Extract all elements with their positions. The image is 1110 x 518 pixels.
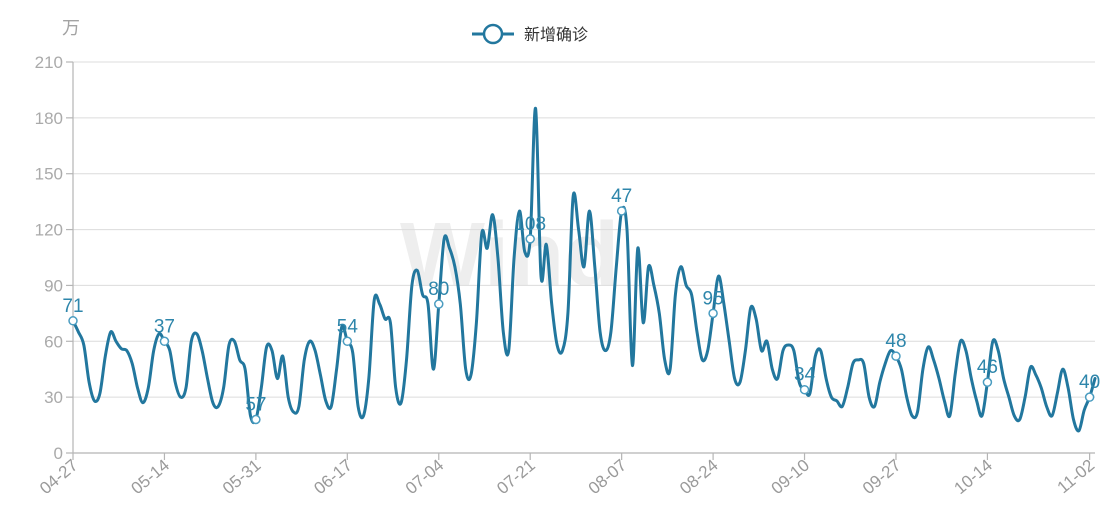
x-axis-ticks: 04-27 05-14 05-31 06-17 07-04 07-21 08-07 08-24… [36, 453, 1098, 498]
y-axis-ticks: 0 30 60 90 120 150 180 210 [35, 53, 63, 463]
data-label: 71 [62, 296, 83, 317]
xtick-label: 05-31 [219, 456, 265, 499]
legend-marker-icon [482, 23, 504, 45]
ytick-label: 30 [44, 388, 63, 407]
legend[interactable]: 新增确诊 [472, 23, 588, 45]
data-point-marker [799, 384, 810, 395]
ytick-label: 210 [35, 53, 63, 72]
ytick-label: 150 [35, 165, 63, 184]
data-label: 80 [428, 279, 449, 300]
data-point-marker [1084, 392, 1095, 402]
data-label: 57 [245, 394, 266, 415]
data-point-markers [68, 206, 1095, 425]
ytick-label: 0 [54, 444, 63, 463]
xtick-label: 06-17 [310, 456, 356, 499]
data-point-marker [708, 308, 718, 319]
xtick-label: 08-07 [585, 456, 631, 499]
data-label: 48 [885, 331, 906, 352]
xtick-label: 05-14 [127, 456, 173, 499]
legend-label: 新增确诊 [524, 25, 588, 44]
data-label: 40 [1079, 372, 1100, 393]
data-label: 108 [514, 214, 546, 235]
data-label: 95 [703, 288, 724, 309]
data-point-marker [434, 299, 444, 309]
data-point-marker [891, 351, 901, 361]
data-label: 54 [337, 316, 359, 337]
data-point-marker [159, 336, 170, 347]
xtick-label: 09-10 [768, 456, 814, 499]
data-label: 46 [977, 357, 998, 378]
xtick-label: 11-02 [1054, 456, 1099, 498]
xtick-label: 10-14 [950, 456, 996, 499]
xtick-label: 07-04 [402, 456, 448, 499]
data-labels: 71 37 57 54 80 108 47 95 34 48 46 40 [62, 186, 1100, 416]
series-line [71, 106, 1097, 433]
xtick-label: 07-21 [493, 456, 539, 499]
data-point-marker [525, 234, 535, 244]
data-point-marker [616, 206, 627, 216]
y-axis-unit-label: 万 [62, 18, 80, 39]
grid-lines [66, 61, 1095, 454]
ytick-label: 180 [35, 109, 63, 128]
data-label: 34 [794, 365, 816, 386]
data-point-marker [68, 316, 78, 326]
data-label: 37 [154, 316, 175, 337]
xtick-label: 08-24 [676, 456, 722, 499]
ytick-label: 60 [44, 332, 63, 351]
data-label: 47 [611, 186, 632, 207]
xtick-label: 09-27 [859, 456, 905, 499]
data-point-marker [342, 336, 353, 347]
ytick-label: 120 [35, 221, 63, 240]
data-point-marker [251, 414, 261, 425]
ytick-label: 90 [44, 276, 63, 295]
data-point-marker [982, 377, 993, 387]
